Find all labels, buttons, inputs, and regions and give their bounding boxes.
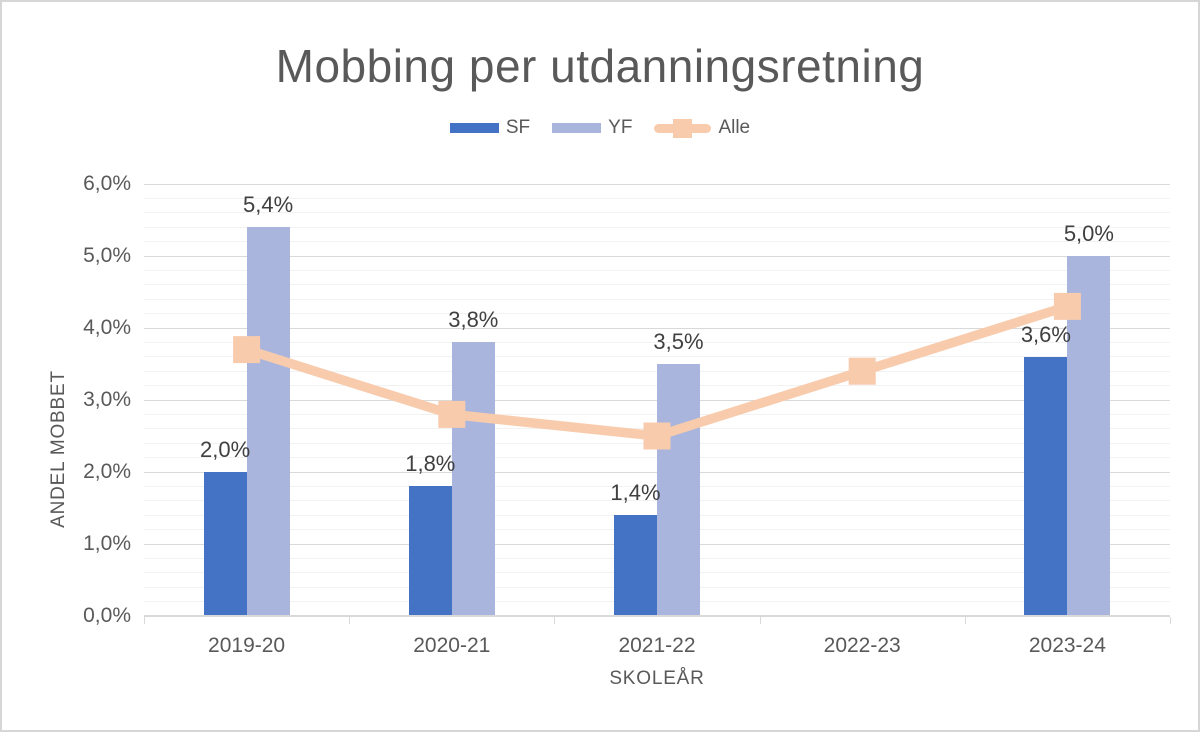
legend-square-icon	[673, 118, 693, 138]
legend-line-marker-alle-icon	[654, 118, 712, 138]
data-label-sf-2021-22: 1,4%	[610, 480, 661, 506]
minor-gridline	[144, 241, 1170, 243]
y-tick-label: 5,0%	[83, 244, 131, 267]
data-label-yf-2023-24: 5,0%	[1063, 221, 1114, 246]
minor-gridline	[144, 226, 1170, 228]
x-category-label: 2021-22	[618, 634, 696, 657]
legend-label-sf: SF	[505, 117, 531, 138]
y-tick-label: 3,0%	[83, 388, 131, 411]
y-tick-label: 0,0%	[83, 604, 131, 627]
bar-sf-2019-20	[203, 472, 247, 616]
bar-yf-2023-24	[1067, 256, 1111, 616]
x-category-label: 2020-21	[413, 634, 491, 657]
x-axis-tick	[349, 617, 351, 624]
legend-label-alle: Alle	[718, 117, 751, 138]
bar-sf-2021-22	[614, 515, 657, 616]
minor-gridline	[144, 197, 1170, 199]
y-tick-label: 4,0%	[83, 316, 131, 339]
data-label-sf-2020-21: 1,8%	[405, 451, 456, 477]
bar-yf-2019-20	[246, 227, 290, 616]
y-tick-label: 2,0%	[83, 460, 131, 483]
chart-title: Mobbing per utdanningsretning	[275, 40, 925, 92]
y-tick-label: 1,0%	[83, 532, 131, 555]
x-axis-tick	[1170, 617, 1171, 624]
bar-sf-2020-21	[408, 486, 452, 616]
minor-gridline	[144, 284, 1170, 286]
major-gridline	[144, 183, 1170, 185]
bar-yf-2020-21	[451, 342, 495, 616]
minor-gridline	[144, 269, 1170, 271]
legend-swatch-sf-icon	[449, 123, 499, 133]
y-tick-label: 6,0%	[83, 172, 131, 195]
minor-gridline	[144, 313, 1170, 315]
x-axis-tick	[554, 617, 556, 624]
x-axis-title: SKOLEÅR	[609, 668, 705, 689]
data-label-yf-2019-20: 5,4%	[243, 192, 294, 218]
x-category-label: 2022-23	[823, 634, 901, 657]
x-category-label: 2023-24	[1028, 634, 1106, 657]
x-axis-line	[144, 615, 1170, 617]
minor-gridline	[144, 298, 1170, 300]
bar-sf-2023-24	[1024, 356, 1068, 616]
legend-item-yf: YF	[552, 117, 632, 139]
x-axis-tick	[964, 617, 966, 624]
x-axis-tick	[144, 617, 145, 624]
data-label-sf-2023-24: 3,6%	[1020, 321, 1071, 347]
data-label-sf-2019-20: 2,0%	[200, 437, 251, 462]
legend-item-sf: SF	[449, 117, 531, 139]
legend-label-yf: YF	[608, 117, 633, 138]
legend: SF YF Alle	[2, 117, 1198, 139]
legend-item-alle: Alle	[654, 117, 750, 139]
x-category-label: 2019-20	[208, 634, 286, 657]
minor-gridline	[144, 212, 1170, 214]
x-axis-tick	[759, 617, 761, 624]
data-label-yf-2020-21: 3,8%	[448, 307, 499, 333]
data-label-yf-2021-22: 3,5%	[653, 329, 704, 354]
major-gridline	[144, 255, 1170, 257]
legend-swatch-yf-icon	[552, 123, 602, 133]
minor-gridline	[144, 356, 1170, 358]
